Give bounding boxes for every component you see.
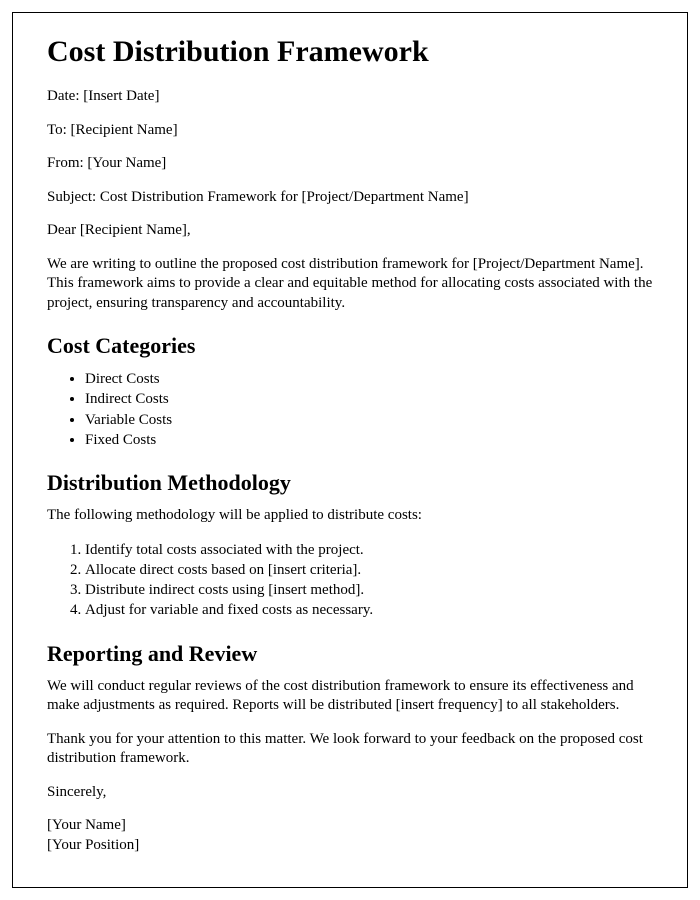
list-item: Fixed Costs: [85, 430, 653, 450]
to-line: To: [Recipient Name]: [47, 121, 653, 141]
from-line: From: [Your Name]: [47, 154, 653, 174]
reporting-heading: Reporting and Review: [47, 641, 653, 667]
list-item: Distribute indirect costs using [insert …: [85, 580, 653, 600]
list-item: Indirect Costs: [85, 389, 653, 409]
signoff: Sincerely,: [47, 783, 653, 803]
list-item: Allocate direct costs based on [insert c…: [85, 560, 653, 580]
date-line: Date: [Insert Date]: [47, 87, 653, 107]
list-item: Identify total costs associated with the…: [85, 540, 653, 560]
subject-line: Subject: Cost Distribution Framework for…: [47, 188, 653, 208]
document-title: Cost Distribution Framework: [47, 35, 653, 69]
cost-categories-heading: Cost Categories: [47, 333, 653, 359]
signature-position: [Your Position]: [47, 836, 653, 856]
cost-categories-list: Direct Costs Indirect Costs Variable Cos…: [47, 369, 653, 450]
signature-name: [Your Name]: [47, 816, 653, 836]
page-wrap: Cost Distribution Framework Date: [Inser…: [0, 0, 700, 900]
closing-paragraph: Thank you for your attention to this mat…: [47, 730, 653, 769]
methodology-lead: The following methodology will be applie…: [47, 506, 653, 526]
list-item: Direct Costs: [85, 369, 653, 389]
methodology-heading: Distribution Methodology: [47, 470, 653, 496]
reporting-body: We will conduct regular reviews of the c…: [47, 677, 653, 716]
methodology-steps: Identify total costs associated with the…: [47, 540, 653, 621]
salutation: Dear [Recipient Name],: [47, 221, 653, 241]
list-item: Adjust for variable and fixed costs as n…: [85, 600, 653, 620]
document-page: Cost Distribution Framework Date: [Inser…: [12, 12, 688, 888]
list-item: Variable Costs: [85, 410, 653, 430]
intro-paragraph: We are writing to outline the proposed c…: [47, 255, 653, 314]
